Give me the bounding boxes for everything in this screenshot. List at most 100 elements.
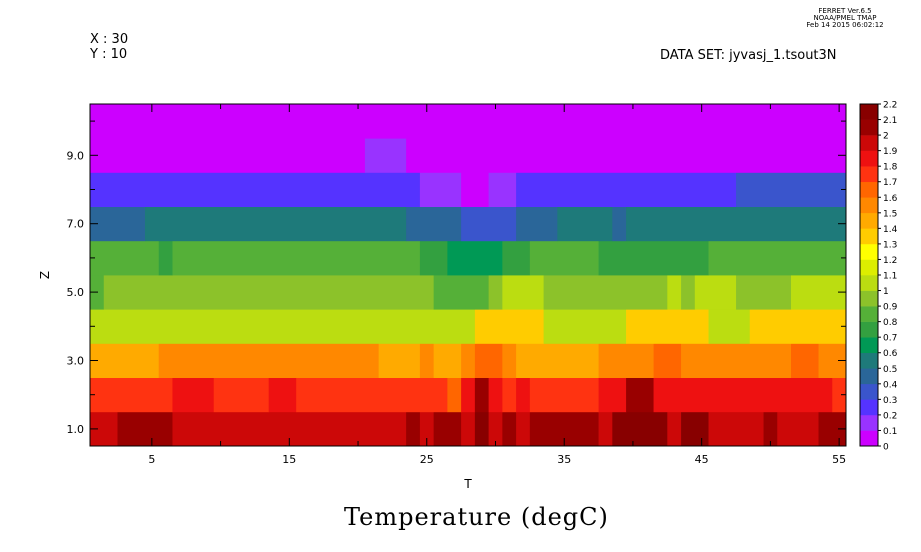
colorbar-label: 0.9 [883, 303, 898, 313]
colorbar-label: 1.9 [883, 147, 898, 157]
heatmap-cell [612, 206, 627, 242]
y-tick-label: 5.0 [67, 286, 85, 299]
heatmap-cell [90, 309, 476, 344]
colorbar-swatch [860, 337, 878, 354]
heatmap-cell [172, 240, 421, 276]
heatmap-cell [502, 343, 517, 378]
colorbar-label: 1.1 [883, 272, 897, 282]
heatmap-cell [406, 411, 421, 447]
heatmap-cell [736, 172, 847, 207]
heatmap-cell [474, 343, 503, 378]
heatmap-cell [406, 206, 462, 242]
colorbar-label: 1 [883, 287, 889, 297]
x-tick-label: 25 [420, 453, 434, 466]
heatmap-cell [626, 377, 654, 413]
heatmap-cell [681, 343, 792, 378]
heatmap-cell [90, 240, 160, 276]
heatmap-cell [296, 377, 448, 413]
colorbar-swatch [860, 306, 878, 322]
heatmap-cell [447, 377, 462, 413]
colorbar-label: 2.2 [883, 101, 897, 111]
ferret-org-label: NOAA/PMEL TMAP [813, 14, 877, 22]
heatmap-cell [474, 377, 490, 413]
heatmap-cell [447, 240, 503, 276]
heatmap-cell [681, 411, 709, 447]
colorbar-swatch [860, 321, 878, 338]
heatmap-cell [708, 411, 764, 447]
y-axis: 1.0 3.0 5.0 7.0 9.0 [67, 120, 846, 436]
y-tick-label: 7.0 [67, 218, 85, 231]
colorbar-swatch [860, 352, 878, 369]
heatmap-cell [626, 206, 847, 242]
heatmap-cell [516, 411, 531, 447]
heatmap-cell [763, 411, 778, 447]
heatmap-cell [90, 104, 847, 139]
heatmap-cell [488, 172, 517, 207]
heatmap-cell [598, 411, 613, 447]
heatmap-cell [653, 343, 682, 378]
heatmap-cell [461, 411, 476, 447]
heatmap-cell [529, 240, 599, 276]
heatmap-cell [502, 275, 544, 310]
heatmap-cell [708, 240, 847, 276]
heatmap-cell [557, 206, 613, 242]
heatmap-cell [158, 343, 380, 378]
heatmap-cell [667, 411, 682, 447]
heatmap-cell [667, 275, 682, 310]
colorbar-swatch [860, 212, 878, 229]
colorbar-label: 1.4 [883, 225, 898, 235]
ferret-credit: FERRET Ver.6.5 NOAA/PMEL TMAP Feb 14 201… [795, 8, 895, 29]
colorbar-swatch [860, 166, 878, 183]
heatmap-cell [158, 240, 173, 276]
heatmap-cell [461, 206, 517, 242]
heatmap-cells [90, 104, 847, 447]
heatmap-cell [791, 275, 847, 310]
colorbar-label: 0 [883, 443, 889, 453]
colorbar-swatch [860, 259, 878, 276]
x-axis-label: T [463, 477, 472, 491]
ferret-date-label: Feb 14 2015 06:02:12 [806, 21, 884, 29]
colorbar-label: 0.8 [883, 318, 898, 328]
x-position-label: X : 30 [90, 32, 129, 47]
heatmap-cell [502, 377, 517, 413]
heatmap-cell [419, 240, 448, 276]
heatmap-cell [736, 275, 792, 310]
heatmap-cell [516, 206, 558, 242]
heatmap-cell [488, 377, 503, 413]
colorbar-swatch [860, 119, 878, 136]
colorbar-swatch [860, 243, 878, 260]
colorbar-label: 0.1 [883, 427, 897, 437]
heatmap-cell [791, 343, 819, 378]
dataset-label: DATA SET: jyvasj_1.tsout3N [660, 48, 837, 63]
heatmap-cell [516, 343, 599, 378]
x-tick-label: 35 [557, 453, 571, 466]
heatmap-cell [474, 411, 490, 447]
colorbar-label: 1.2 [883, 256, 897, 266]
heatmap-cell [461, 377, 476, 413]
y-tick-label: 3.0 [67, 355, 85, 368]
colorbar-swatch [860, 430, 878, 447]
heatmap-cell [419, 343, 435, 378]
x-axis: 5 15 25 35 45 55 [148, 104, 846, 466]
colorbar-label: 0.2 [883, 411, 897, 421]
colorbar-swatch [860, 104, 878, 120]
heatmap-cell [433, 275, 490, 310]
heatmap-cell [364, 138, 407, 173]
colorbar-swatch [860, 368, 878, 385]
heatmap-cell [90, 138, 366, 173]
heatmap-cell [543, 309, 627, 344]
heatmap-cell [144, 206, 407, 242]
heatmap-cell [103, 275, 435, 310]
x-tick-label: 45 [695, 453, 709, 466]
colorbar: 0 0.1 0.2 0.3 0.4 0.5 0.6 0.7 0.8 0.9 1 1.1 1.2 1.3 1.… [859, 101, 898, 453]
colorbar-label: 0.6 [883, 349, 898, 359]
colorbar-swatch [860, 181, 878, 198]
heatmap-cell [832, 377, 847, 413]
heatmap-cell [488, 411, 503, 447]
heatmap-cell [598, 343, 654, 378]
colorbar-swatch [860, 150, 878, 167]
heatmap-cell [516, 172, 737, 207]
colorbar-label: 0.3 [883, 396, 897, 406]
heatmap-cell [598, 377, 627, 413]
colorbar-label: 2 [883, 132, 889, 142]
